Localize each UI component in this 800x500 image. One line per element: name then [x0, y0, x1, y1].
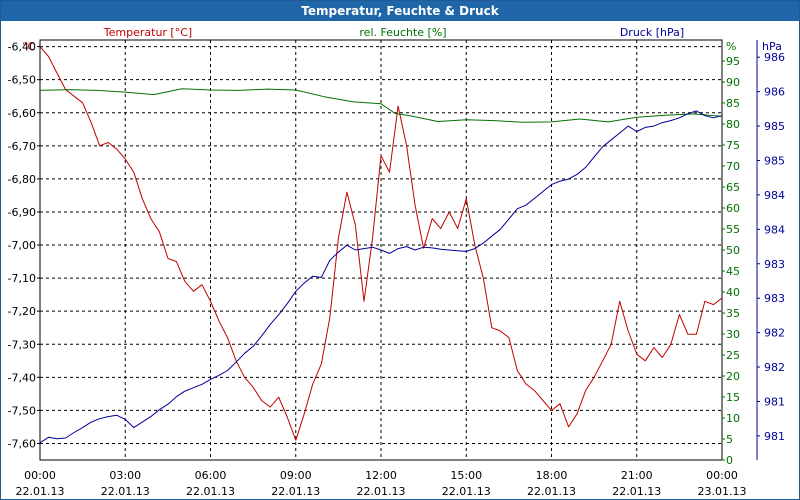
temperature-tick-label: -7,10: [8, 272, 36, 285]
pressure-tick-label: 985: [764, 120, 785, 133]
temperature-tick-label: -6,50: [8, 74, 36, 87]
x-tick-date: 22.01.13: [101, 485, 150, 498]
humidity-tick-label: 5: [726, 433, 733, 446]
humidity-tick-label: 15: [726, 391, 740, 404]
x-tick-time: 00:00: [706, 469, 738, 482]
pressure-tick-label: 984: [764, 189, 785, 202]
pressure-axis-title: Druck [hPa]: [620, 26, 684, 39]
pressure-tick-label: 982: [764, 327, 785, 340]
pressure-tick-label: 981: [764, 430, 785, 443]
temperature-tick-label: -6,70: [8, 140, 36, 153]
humidity-tick-label: 30: [726, 328, 740, 341]
x-tick-time: 21:00: [621, 469, 653, 482]
humidity-tick-label: 35: [726, 307, 740, 320]
temperature-tick-label: -7,40: [8, 371, 36, 384]
grid: [37, 39, 760, 461]
humidity-tick-label: 40: [726, 286, 740, 299]
pressure-tick-label: 981: [764, 395, 785, 408]
humidity-tick-label: 95: [726, 55, 740, 68]
x-tick-time: 12:00: [365, 469, 397, 482]
humidity-tick-label: 75: [726, 139, 740, 152]
x-tick-time: 15:00: [450, 469, 482, 482]
humidity-tick-label: 70: [726, 160, 740, 173]
temperature-tick-label: -6,80: [8, 173, 36, 186]
humidity-tick-label: 25: [726, 349, 740, 362]
x-tick-time: 09:00: [280, 469, 312, 482]
humidity-tick-label: 55: [726, 223, 740, 236]
pressure-tick-label: 986: [764, 86, 785, 99]
x-tick-date: 23.01.13: [698, 485, 747, 498]
humidity-line: [39, 88, 723, 123]
x-tick-date: 22.01.13: [612, 485, 661, 498]
temperature-tick-label: -6,40: [8, 41, 36, 54]
pressure-tick-label: 986: [764, 51, 785, 64]
pressure-tick-label: 982: [764, 361, 785, 374]
humidity-axis-title: rel. Feuchte [%]: [359, 26, 446, 39]
series-layer: [39, 46, 723, 444]
temperature-unit-label: °C: [22, 40, 36, 53]
humidity-tick-label: 85: [726, 97, 740, 110]
temperature-tick-label: -6,60: [8, 107, 36, 120]
x-tick-date: 22.01.13: [186, 485, 235, 498]
pressure-tick-label: 985: [764, 154, 785, 167]
pressure-tick-label: 983: [764, 258, 785, 271]
x-tick-time: 18:00: [536, 469, 568, 482]
x-tick-date: 22.01.13: [271, 485, 320, 498]
temperature-axis-title: Temperatur [°C]: [103, 26, 192, 39]
humidity-tick-label: 50: [726, 244, 740, 257]
humidity-tick-label: 65: [726, 181, 740, 194]
humidity-tick-label: 20: [726, 370, 740, 383]
x-tick-time: 06:00: [195, 469, 227, 482]
temperature-tick-label: -7,30: [8, 338, 36, 351]
x-tick-time: 03:00: [109, 469, 141, 482]
x-tick-date: 22.01.13: [357, 485, 406, 498]
humidity-unit-label: %: [726, 40, 736, 53]
temperature-tick-label: -7,60: [8, 437, 36, 450]
chart-title: Temperatur, Feuchte & Druck: [1, 1, 799, 21]
pressure-unit-label: hPa: [762, 40, 782, 53]
humidity-tick-label: 90: [726, 76, 740, 89]
humidity-tick-label: 45: [726, 265, 740, 278]
axis-labels: °C Temperatur [°C] rel. Feuchte [%] Druc…: [8, 26, 785, 498]
pressure-tick-label: 983: [764, 292, 785, 305]
humidity-tick-label: 60: [726, 202, 740, 215]
x-tick-time: 00:00: [24, 469, 56, 482]
humidity-tick-label: 10: [726, 412, 740, 425]
pressure-tick-label: 984: [764, 223, 785, 236]
x-tick-date: 22.01.13: [442, 485, 491, 498]
temperature-tick-label: -7,00: [8, 239, 36, 252]
humidity-tick-label: 80: [726, 118, 740, 131]
x-tick-date: 22.01.13: [16, 485, 65, 498]
temperature-line: [39, 46, 723, 441]
x-tick-date: 22.01.13: [527, 485, 576, 498]
temperature-tick-label: -7,50: [8, 404, 36, 417]
temperature-tick-label: -6,90: [8, 206, 36, 219]
pressure-line: [39, 110, 723, 444]
humidity-tick-label: 0: [726, 454, 733, 467]
temperature-tick-label: -7,20: [8, 305, 36, 318]
